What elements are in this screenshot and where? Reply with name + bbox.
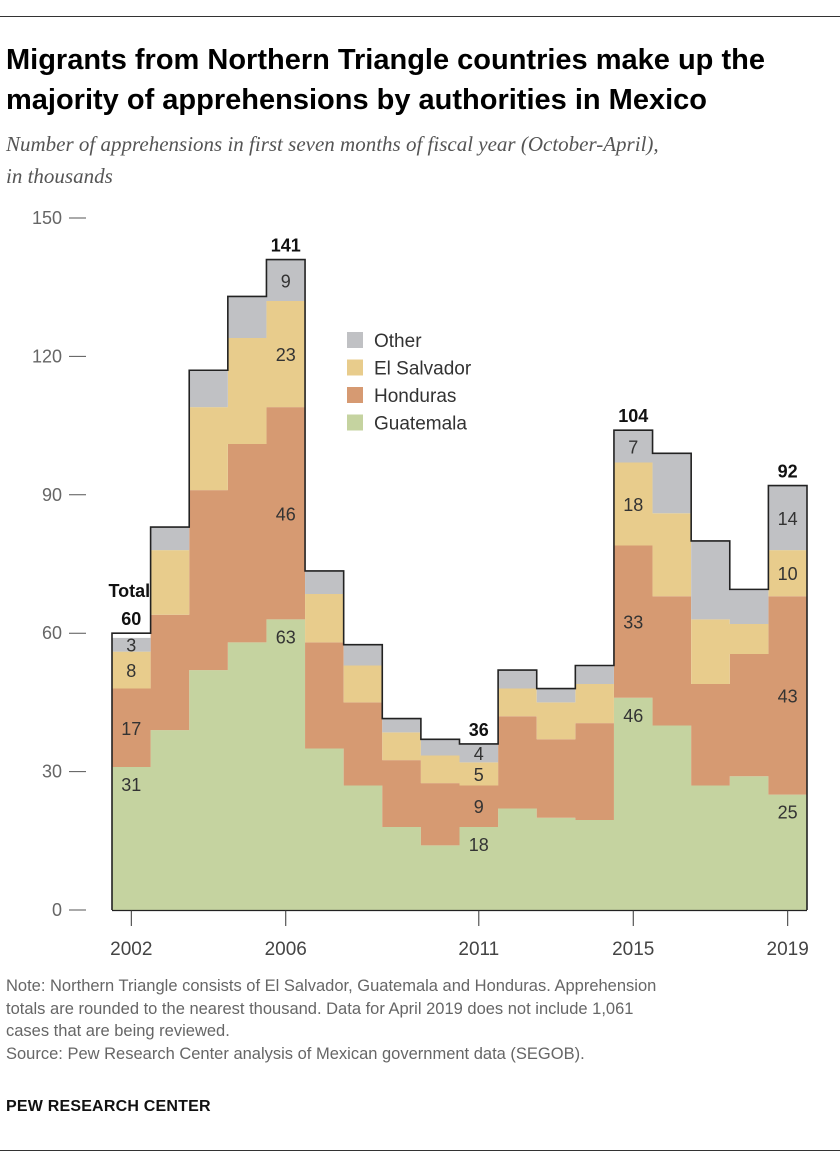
legend-label-honduras: Honduras [374,386,456,407]
legend-swatch-other [347,332,363,348]
note-line-1: Note: Northern Triangle consists of El S… [6,977,657,995]
y-tick-label: 30 [42,762,62,782]
value-label-el-salvador: 18 [623,495,643,515]
source-line: Source: Pew Research Center analysis of … [6,1044,585,1063]
y-tick-label: 0 [52,900,62,920]
chart-title: Migrants from Northern Triangle countrie… [6,44,765,116]
y-tick-label: 60 [42,623,62,643]
y-tick-label: 120 [32,346,62,366]
total-value-label: 141 [271,236,301,256]
top-rule [0,16,840,17]
value-label-honduras: 33 [623,613,643,633]
value-label-guatemala: 63 [276,627,296,647]
value-label-el-salvador: 10 [778,564,798,584]
value-label-honduras: 9 [474,797,484,817]
brand-label: PEW RESEARCH CENTER [6,1098,211,1115]
total-value-label: 92 [778,462,798,482]
total-value-label: 36 [469,720,489,740]
area-honduras [112,407,807,846]
note-line-3: cases that are being reviewed. [6,1022,230,1040]
value-label-honduras: 17 [121,719,141,739]
legend-swatch-el-salvador [347,359,363,376]
y-tick-label: 90 [42,485,62,505]
total-outline [111,258,808,910]
value-label-el-salvador: 8 [126,661,136,681]
value-label-other: 14 [778,509,798,529]
chart-notes: Note: Northern Triangle consists of El S… [6,975,806,1065]
area-other [112,259,807,763]
x-tick-label: 2011 [458,939,499,960]
value-label-honduras: 43 [778,686,798,706]
value-label-other: 3 [126,636,136,656]
value-label-el-salvador: 23 [276,345,296,365]
legend-label-el-salvador: El Salvador [374,359,472,380]
area-guatemala [112,619,807,910]
value-label-other: 7 [628,437,638,457]
legend-label-guatemala: Guatemala [374,414,467,435]
total-value-label: 60 [121,609,141,629]
value-label-guatemala: 25 [778,803,798,823]
subtitle-line-1: Number of apprehensions in first seven m… [6,132,659,156]
value-label-other: 4 [474,744,484,764]
x-tick-label: 2015 [612,939,654,960]
legend-swatch-guatemala [347,414,363,431]
total-caption: Total [108,581,150,601]
value-label-honduras: 46 [276,504,296,524]
y-tick-label: 150 [32,208,62,228]
x-tick-label: 2002 [110,939,152,960]
note-line-2: totals are rounded to the nearest thousa… [6,999,634,1018]
value-label-other: 9 [281,271,291,291]
value-label-el-salvador: 5 [474,765,484,785]
area-el-salvador [112,301,807,786]
bottom-rule [0,1150,840,1151]
value-label-guatemala: 18 [469,835,489,855]
x-tick-label: 2019 [767,939,809,960]
value-label-guatemala: 31 [121,775,141,795]
chart-subtitle: Number of apprehensions in first seven m… [6,128,836,192]
legend-swatch-honduras [347,387,363,403]
value-label-guatemala: 46 [623,706,643,726]
subtitle-line-2: in thousands [6,164,113,188]
legend-label-other: Other [374,331,422,352]
x-tick-label: 2006 [265,939,307,960]
total-value-label: 104 [618,406,648,426]
